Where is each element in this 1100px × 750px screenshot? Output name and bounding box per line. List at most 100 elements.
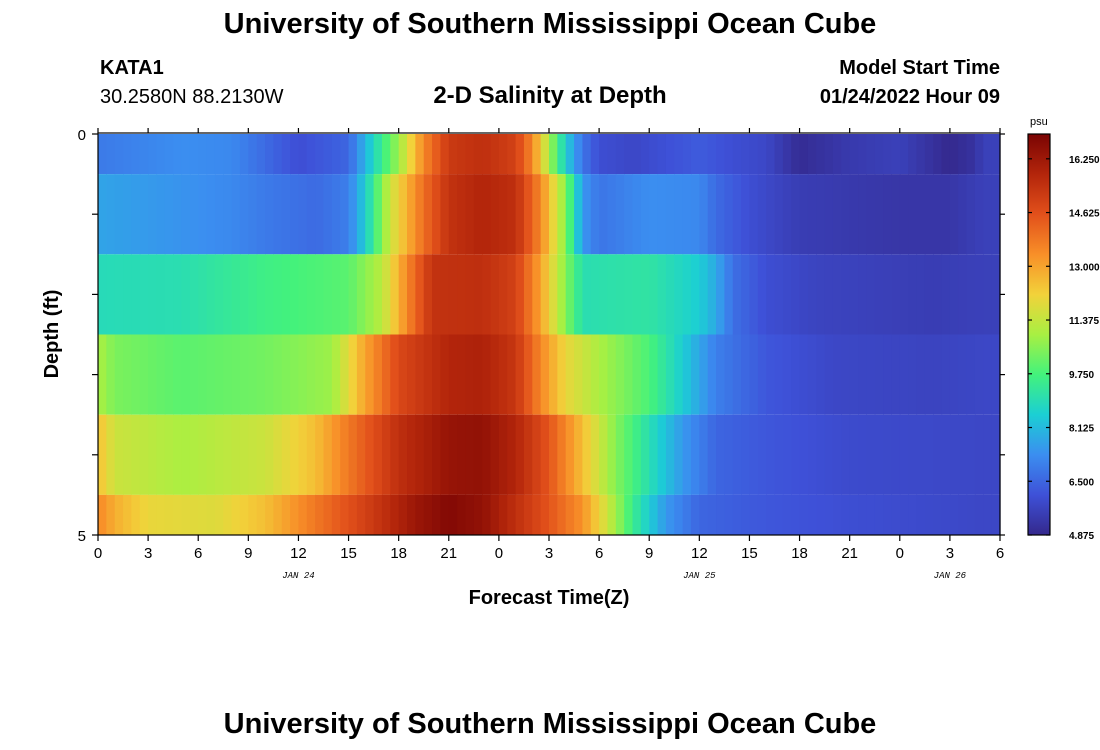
heatmap-cell xyxy=(624,134,634,175)
heatmap-cell xyxy=(356,494,366,535)
heatmap-cell xyxy=(398,414,408,495)
heatmap-cell xyxy=(381,174,391,255)
heatmap-cell xyxy=(331,494,341,535)
heatmap-cell xyxy=(407,174,416,255)
heatmap-cell xyxy=(256,494,266,535)
heatmap-cell xyxy=(156,134,166,175)
heatmap-cell xyxy=(615,254,625,335)
heatmap-cell xyxy=(874,334,884,415)
heatmap-cell xyxy=(841,494,851,535)
heatmap-cell xyxy=(582,414,592,495)
heatmap-cell xyxy=(640,254,650,335)
heatmap-cell xyxy=(448,414,458,495)
heatmap-cell xyxy=(156,174,166,255)
heatmap-cell xyxy=(323,414,333,495)
heatmap-cell xyxy=(373,414,383,495)
heatmap-cell xyxy=(557,134,567,175)
heatmap-cell xyxy=(657,254,667,335)
heatmap-cell xyxy=(206,334,216,415)
heatmap-cell xyxy=(799,134,809,175)
heatmap-cell xyxy=(106,414,116,495)
heatmap-cell xyxy=(782,254,792,335)
heatmap-cell xyxy=(958,414,968,495)
heatmap-cell xyxy=(899,134,909,175)
heatmap-cell xyxy=(206,414,216,495)
heatmap-cell xyxy=(574,414,584,495)
heatmap-cell xyxy=(515,134,525,175)
colorbar-tick-label: 14.625 xyxy=(1069,209,1100,220)
heatmap-cell xyxy=(507,494,517,535)
heatmap-cell xyxy=(949,414,959,495)
heatmap-cell xyxy=(532,174,542,255)
heatmap-cell xyxy=(365,174,375,255)
heatmap-cell xyxy=(657,494,667,535)
heatmap-cell xyxy=(933,414,943,495)
heatmap-cell xyxy=(640,414,650,495)
heatmap-cell xyxy=(532,334,542,415)
heatmap-cell xyxy=(265,134,274,175)
heatmap-cell xyxy=(799,494,809,535)
heatmap-cell xyxy=(507,414,517,495)
heatmap-cell xyxy=(716,494,725,535)
heatmap-cell xyxy=(741,334,751,415)
heatmap-cell xyxy=(632,254,642,335)
heatmap-cell xyxy=(164,174,174,255)
heatmap-cell xyxy=(582,174,592,255)
heatmap-cell xyxy=(832,494,842,535)
heatmap-cell xyxy=(381,254,391,335)
heatmap-cell xyxy=(482,134,492,175)
heatmap-cell xyxy=(198,174,208,255)
heatmap-cell xyxy=(498,494,508,535)
heatmap-cell xyxy=(106,494,116,535)
heatmap-cell xyxy=(766,254,776,335)
heatmap-cell xyxy=(732,174,742,255)
heatmap-cell xyxy=(114,254,124,335)
heatmap-cell xyxy=(841,334,851,415)
heatmap-cell xyxy=(624,174,634,255)
heatmap-cell xyxy=(415,174,425,255)
heatmap-cell xyxy=(816,134,826,175)
heatmap-cell xyxy=(565,254,575,335)
heatmap-cell xyxy=(565,334,575,415)
heatmap-cell xyxy=(908,134,918,175)
heatmap-cell xyxy=(290,334,300,415)
heatmap-cell xyxy=(991,494,1001,535)
heatmap-cell xyxy=(832,334,842,415)
heatmap-cell xyxy=(774,254,784,335)
heatmap-cell xyxy=(657,134,667,175)
heatmap-cell xyxy=(682,254,692,335)
heatmap-cell xyxy=(724,174,734,255)
heatmap-cell xyxy=(415,414,425,495)
heatmap-cell xyxy=(348,174,358,255)
heatmap-cell xyxy=(315,134,325,175)
heatmap-cell xyxy=(407,334,416,415)
heatmap-cell xyxy=(273,334,283,415)
heatmap-cell xyxy=(807,414,817,495)
heatmap-cell xyxy=(540,134,550,175)
heatmap-cell xyxy=(665,414,675,495)
heatmap-cell xyxy=(774,334,784,415)
heatmap-cell xyxy=(273,174,283,255)
heatmap-cell xyxy=(323,334,333,415)
heatmap-cell xyxy=(549,334,558,415)
heatmap-cell xyxy=(866,174,876,255)
heatmap-cell xyxy=(791,174,801,255)
y-axis-ticks: 05 xyxy=(78,127,1005,545)
heatmap-cell xyxy=(540,334,550,415)
heatmap-cell xyxy=(440,494,450,535)
heatmap-cell xyxy=(866,134,876,175)
heatmap-cell xyxy=(340,494,350,535)
heatmap-cell xyxy=(465,134,475,175)
heatmap-cell xyxy=(766,174,776,255)
heatmap-cell xyxy=(766,494,776,535)
heatmap-cell xyxy=(173,494,183,535)
heatmap-cell xyxy=(824,174,834,255)
heatmap-cell xyxy=(290,254,300,335)
x-tick-label: 12 xyxy=(290,545,307,562)
heatmap-cell xyxy=(941,494,951,535)
heatmap-cell xyxy=(490,254,500,335)
date-label: JAN 24 xyxy=(282,571,314,581)
heatmap-cell xyxy=(832,174,842,255)
heatmap-cell xyxy=(214,174,224,255)
